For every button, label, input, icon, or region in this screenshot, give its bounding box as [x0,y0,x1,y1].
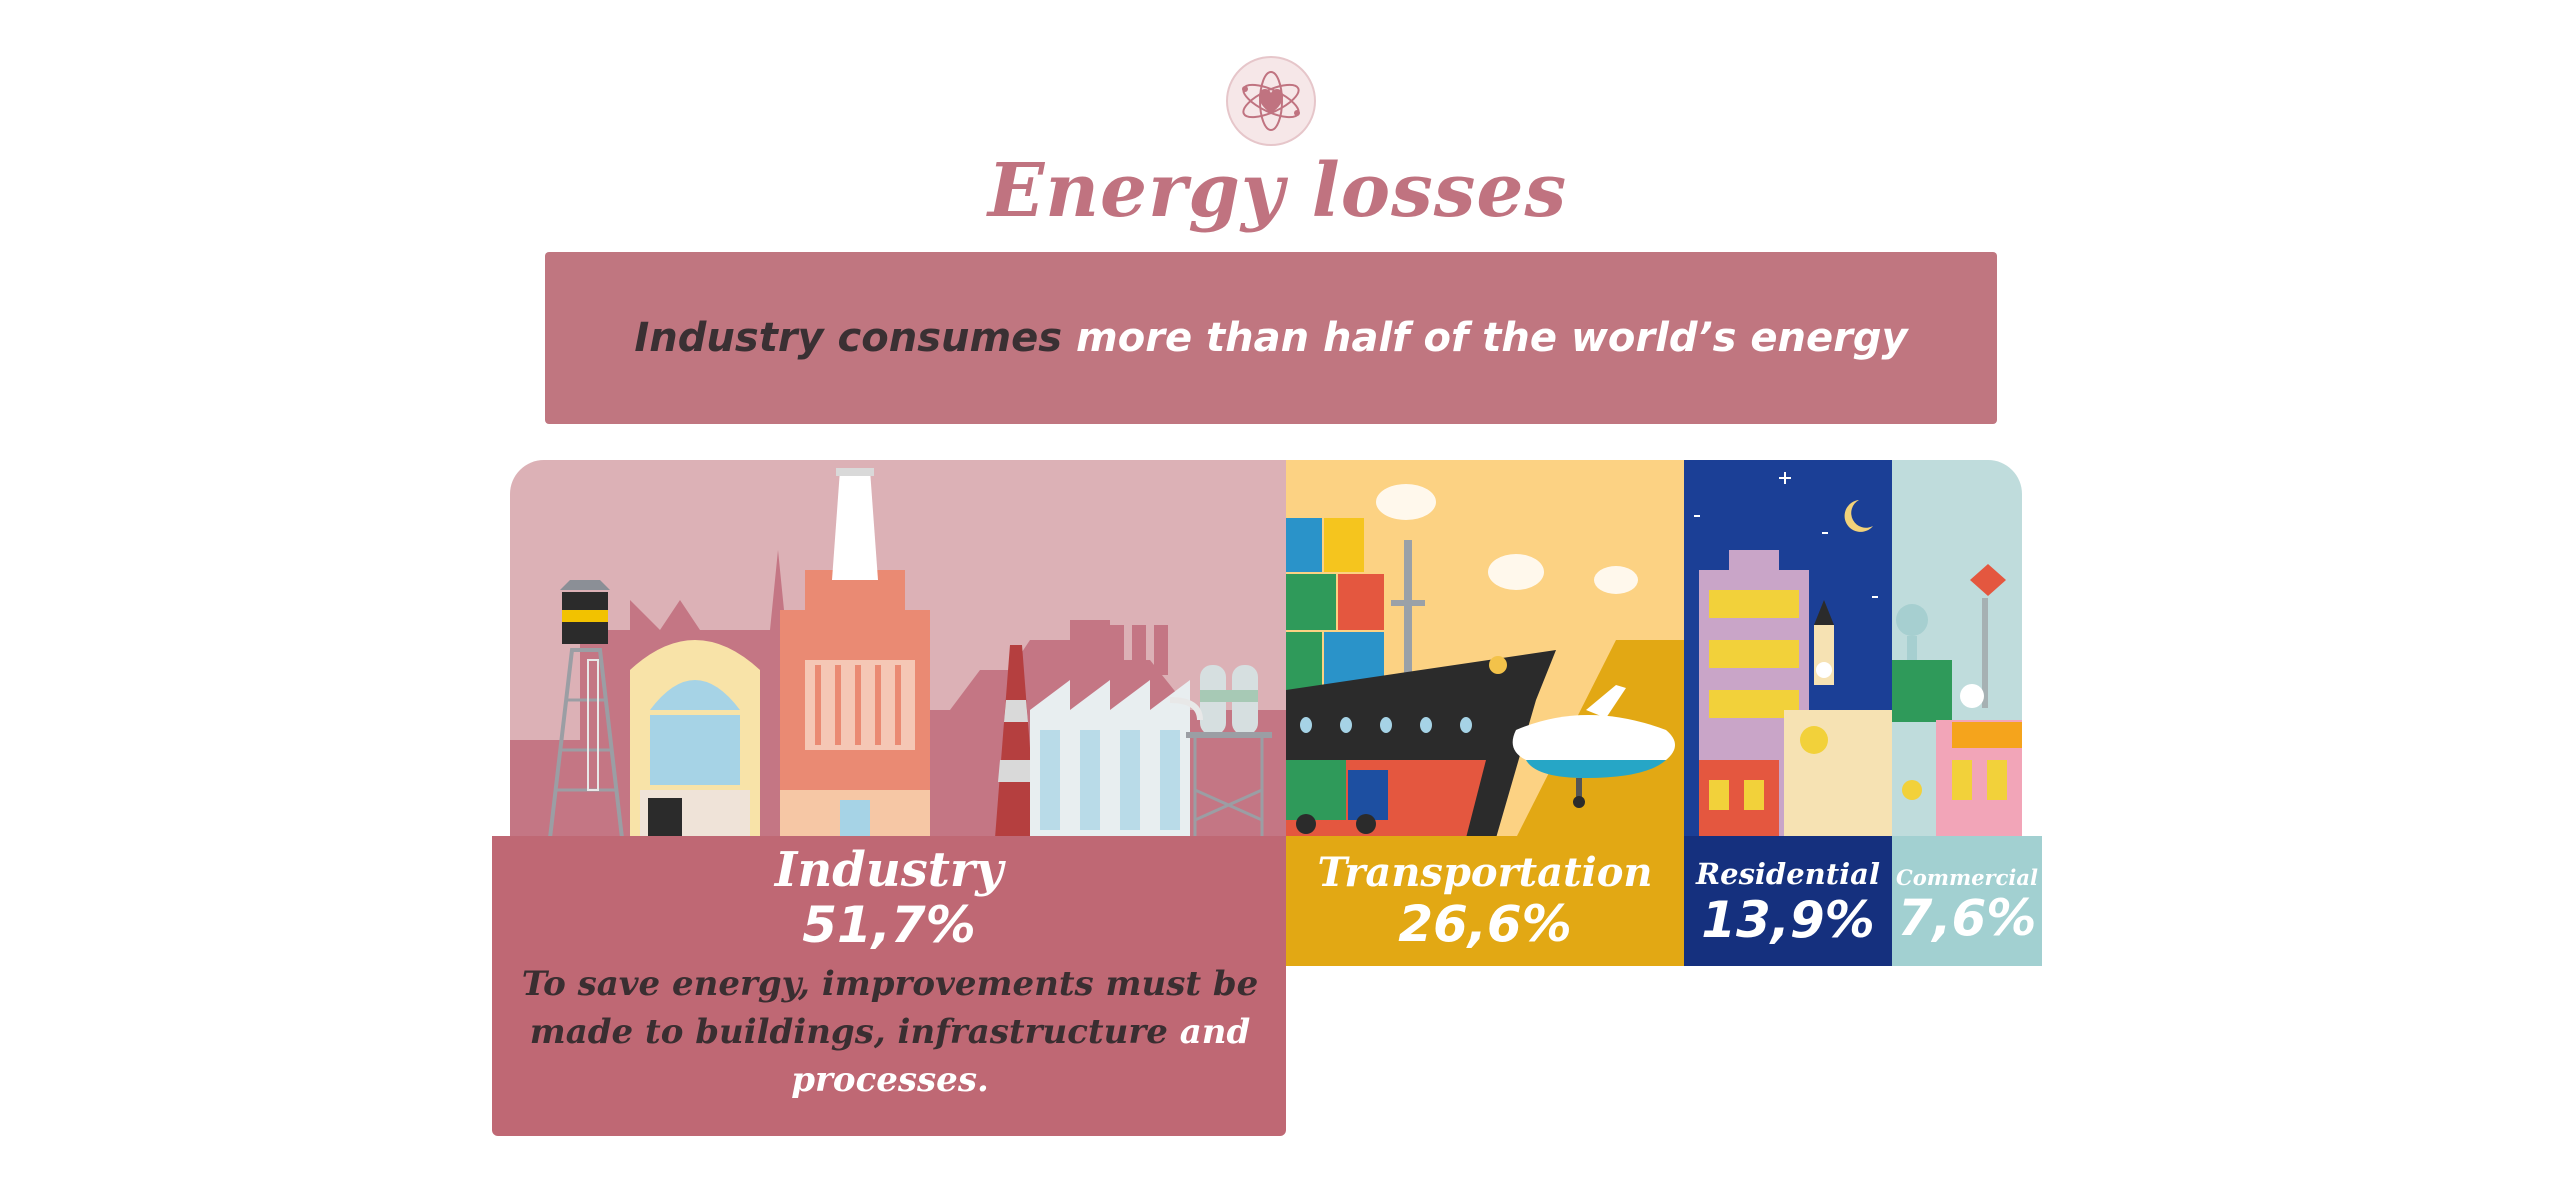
industry-note: To save energy, improvements must be mad… [520,960,1260,1104]
headline-highlight: Industry consumes [634,315,1063,361]
value-label-residential: 13,9% [1701,891,1875,949]
value-label-commercial: 7,6% [1897,889,2037,947]
category-label-industry: Industry [774,842,1004,898]
industry-band: Industry 51,7% [492,836,1286,1136]
headline-text: Industry consumes more than half of the … [634,315,1907,361]
value-label-transportation: 26,6% [1398,895,1572,953]
page-title: Energy losses [987,148,1568,234]
headline-banner: Industry consumes more than half of the … [545,252,1997,424]
commercial-illustration [1892,460,2022,838]
category-label-commercial: Commercial [1896,865,2038,890]
value-label-industry: 51,7% [802,896,976,954]
transportation-band: Transportation 26,6% [1286,836,1684,966]
residential-band: Residential 13,9% [1684,836,1892,966]
category-label-transportation: Transportation [1317,849,1653,896]
commercial-band: Commercial 7,6% [1892,836,2042,966]
transportation-illustration [1286,460,1684,838]
residential-illustration [1684,460,1892,838]
note-light: and processes. [791,1012,1251,1100]
headline-rest: more than half of the world’s energy [1062,315,1908,361]
atom-heart-icon [1226,56,1316,146]
industry-illustration [510,460,1286,838]
note-dark: To save energy, improvements must be mad… [521,964,1259,1052]
category-label-residential: Residential [1696,857,1880,891]
